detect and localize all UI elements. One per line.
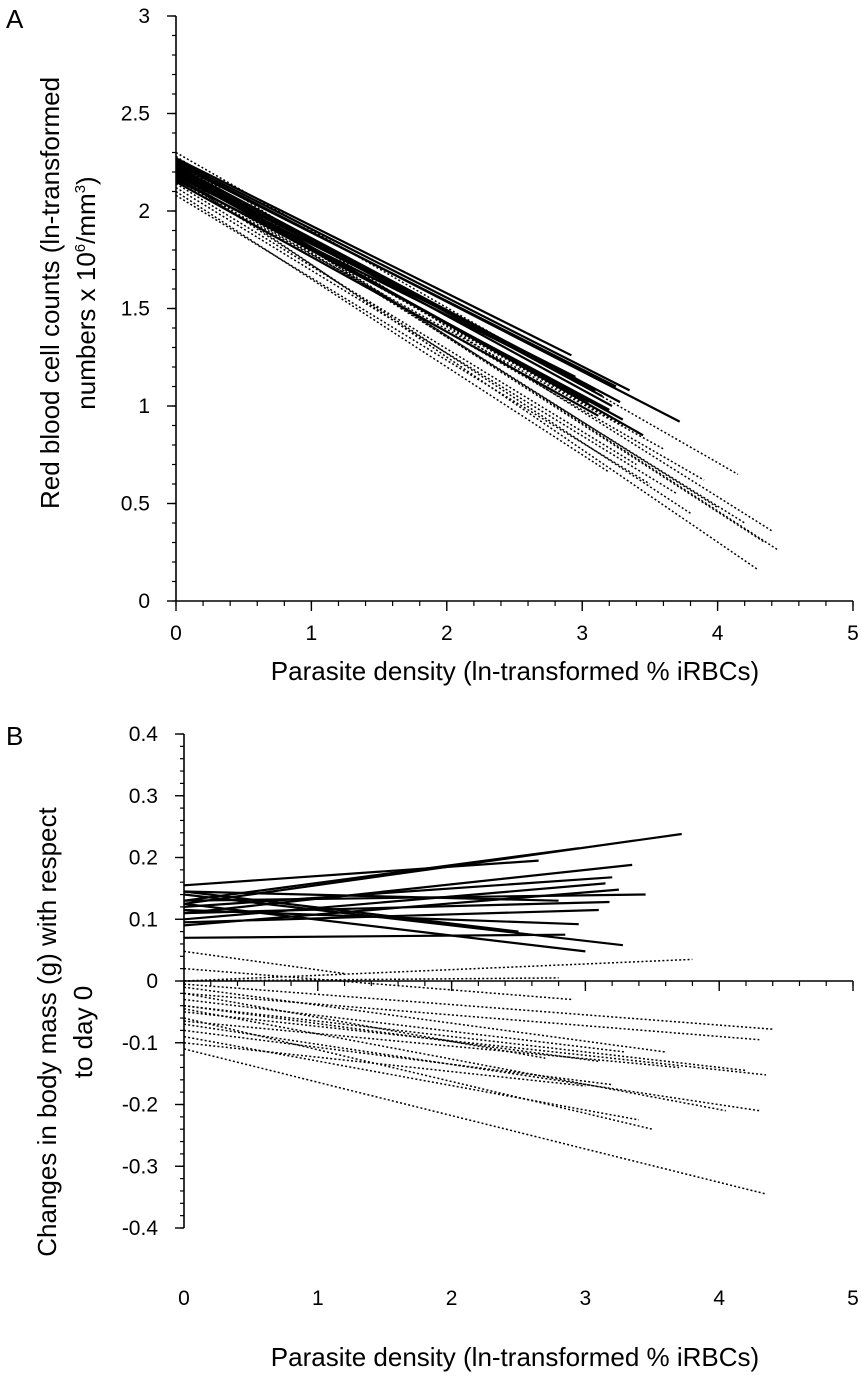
panel-b-x-tick-label: 1 <box>312 1287 324 1310</box>
panel-b-y-tick-label: -0.2 <box>122 1094 158 1117</box>
panel-a-x-tick-label: 1 <box>306 622 318 645</box>
panel-b-series-line-33-dotted <box>183 986 666 1053</box>
panel-b-x-tick-label: 3 <box>580 1287 592 1310</box>
panel-b-y-axis-title-line2: to day 0 <box>68 986 98 1079</box>
panel-b-series-line-11-solid <box>183 893 624 947</box>
panel-b-series-line-19-dotted <box>183 950 345 975</box>
panel-b-y-tick-label: 0.1 <box>129 908 158 931</box>
panel-b-series-line-34-dotted <box>183 1048 767 1195</box>
panel-b-series-line-36-dotted <box>183 1020 680 1069</box>
panel-b-series-line-12-solid <box>183 902 586 953</box>
panel-a-y-tick-label: 2 <box>138 200 150 223</box>
panel-a-y-tick-label: 0.5 <box>121 493 150 516</box>
panel-b-series-line-10-solid <box>183 890 559 902</box>
panel-b-y-axis-title-line1: Changes in body mass (g) with respect <box>32 807 62 1257</box>
panel-b-y-tick-label: 0.3 <box>129 785 158 808</box>
panel-a-series-line-31-dotted <box>175 175 691 514</box>
panel-b-y-tick-label: -0.3 <box>122 1155 158 1178</box>
panel-a-series-line-20-dotted <box>175 161 766 544</box>
panel-a-series-line-16-solid <box>175 165 621 404</box>
panel-b-y-tick-label: 0.2 <box>129 847 158 870</box>
panel-b-series-line-29-dotted <box>183 1029 613 1086</box>
panel-a-series-line-1-solid <box>175 157 572 357</box>
panel-a-series-line-26-dotted <box>175 186 678 495</box>
panel-b-y-tick-label: 0.4 <box>129 723 159 746</box>
panel-b-x-tick-label: 5 <box>847 1287 859 1310</box>
panel-b-series-line-23-dotted <box>183 1011 767 1076</box>
panel-b-series-line-3-solid <box>183 863 633 915</box>
panel-a-y-tick-label: 2.5 <box>121 103 150 126</box>
panel-a-series-line-23-dotted <box>175 175 705 481</box>
panel-a-chart: A 0 0.5 1 1.5 2 2.5 3 0 1 2 3 4 5 Parasite density (… <box>6 4 859 686</box>
panel-b-y-tick-label: 0 <box>146 970 158 993</box>
panel-b-letter: B <box>6 721 23 751</box>
panel-b-x-tick-label: 4 <box>713 1287 725 1310</box>
panel-b-series-line-28-dotted <box>183 1004 599 1063</box>
panel-b-y-tick-label: -0.4 <box>122 1217 159 1240</box>
panel-b-axes: -0.4 -0.3 -0.2 -0.1 0 0.1 0.2 0.3 0.4 0 1 2 3 4 5 <box>122 723 859 1310</box>
panel-a-x-tick-label: 4 <box>712 622 724 645</box>
panel-a-y-axis-title-line2: numbers x 106/mm3) <box>71 176 101 409</box>
panel-a-series-line-17-dotted <box>175 151 739 475</box>
panel-b-series-line-20-dotted <box>183 983 773 1030</box>
panel-b-series-line-14-solid <box>183 890 519 933</box>
panel-b-series-line-35-dotted <box>183 967 573 1001</box>
panel-a-y-tick-label: 3 <box>138 5 150 28</box>
panel-b-series-line-18-dotted <box>183 977 559 982</box>
panel-b-y-tick-label: -0.1 <box>122 1032 158 1055</box>
panel-a-x-tick-label: 3 <box>576 622 588 645</box>
panel-b-series-line-22-dotted <box>183 1004 747 1072</box>
panel-a-y-axis-title-line1: Red blood cell counts (ln-transformed <box>35 77 65 509</box>
panel-a-x-axis-title: Parasite density (ln-transformed % iRBCs… <box>271 656 759 686</box>
panel-a-series-line-28-dotted <box>175 194 651 485</box>
panel-b-chart: B -0.4 -0.3 -0.2 -0.1 0 0.1 0.2 0.3 0.4 0 1 2 3 4 5 Pa… <box>6 721 859 1372</box>
panel-b-series-line-2-solid <box>183 847 579 902</box>
panel-a-x-tick-label: 5 <box>847 622 859 645</box>
panel-a-series-lines <box>175 151 779 571</box>
panel-a-series-line-24-dotted <box>175 179 664 450</box>
panel-a-axes: 0 0.5 1 1.5 2 2.5 3 0 1 2 3 4 5 <box>121 5 859 645</box>
panel-b-series-line-15-solid <box>183 933 566 939</box>
panel-b-series-line-31-dotted <box>183 1042 586 1087</box>
panel-b-series-lines <box>183 832 773 1195</box>
panel-a-letter: A <box>6 4 24 34</box>
panel-a-series-line-14-solid <box>175 180 599 417</box>
panel-b-series-line-25-dotted <box>183 1017 653 1130</box>
panel-a-series-line-13-solid <box>175 178 583 384</box>
panel-a-x-tick-label: 2 <box>441 622 453 645</box>
panel-a-series-line-21-dotted <box>175 171 759 571</box>
panel-a-y-tick-label: 0 <box>138 590 150 613</box>
panel-a-series-line-22-dotted <box>175 167 746 524</box>
panel-b-series-line-32-dotted <box>183 1008 727 1112</box>
panel-b-series-line-16-solid <box>183 908 599 924</box>
panel-a-series-line-4-solid <box>175 161 681 423</box>
panel-a-series-line-25-dotted <box>175 183 637 466</box>
panel-a-y-axis-title: Red blood cell counts (ln-transformed nu… <box>35 77 101 509</box>
panel-b-series-line-4-solid <box>183 859 539 887</box>
panel-a-y-tick-label: 1 <box>138 395 150 418</box>
panel-b-x-tick-label: 0 <box>178 1287 190 1310</box>
panel-b-y-axis-title: Changes in body mass (g) with respect to… <box>32 807 98 1257</box>
panel-a-x-tick-label: 0 <box>170 622 182 645</box>
panel-b-series-line-17-dotted <box>183 958 693 982</box>
panel-b-series-line-27-dotted <box>183 998 626 1053</box>
panel-a-series-line-2-solid <box>175 159 631 392</box>
panel-a-series-line-27-dotted <box>175 190 610 473</box>
panel-b-x-axis-title: Parasite density (ln-transformed % iRBCs… <box>271 1342 759 1372</box>
panel-b-series-line-21-dotted <box>183 992 760 1041</box>
panel-a-y-tick-label: 1.5 <box>121 298 150 321</box>
panel-b-series-line-26-dotted <box>183 1035 640 1121</box>
panel-b-x-tick-label: 2 <box>446 1287 458 1310</box>
